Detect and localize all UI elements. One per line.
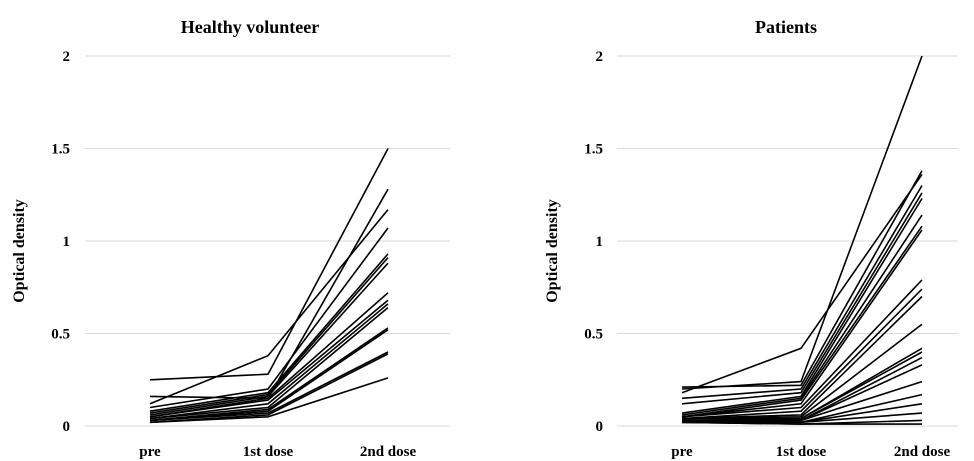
series-line-2	[149, 188, 389, 400]
series-line-7	[681, 214, 923, 416]
y-tick-label: 0.5	[51, 327, 70, 343]
y-axis-title: Optical density	[11, 199, 28, 303]
y-axis-title: Optical density	[544, 199, 561, 303]
series-line-8	[681, 225, 923, 418]
series-line-5	[149, 253, 389, 412]
series-line-1	[681, 55, 923, 390]
chart-title: Healthy volunteer	[181, 17, 319, 37]
series-line-10	[149, 303, 389, 420]
chart-title: Patients	[755, 17, 817, 37]
chart-1: Healthy volunteer 0 0.5 1 1.5 2 Optical densit…	[11, 17, 450, 460]
series-line-3	[149, 209, 389, 405]
series-line-16	[149, 377, 389, 424]
y-tick-label: 0	[596, 419, 604, 435]
series-line-14	[149, 351, 389, 422]
series-line-9	[149, 299, 389, 418]
series-line-6	[149, 257, 389, 414]
series-line-7	[149, 262, 389, 416]
y-tick-label: 2	[596, 49, 604, 65]
series-line-6	[681, 198, 923, 414]
series-line-23	[681, 421, 922, 425]
y-tick-label: 1	[596, 234, 604, 250]
x-tick-label: 1st dose	[776, 444, 827, 460]
series-line-9	[681, 229, 923, 418]
x-tick-label: 2nd dose	[360, 444, 417, 460]
chart-2: Patients 0 0.5 1 1.5 2 Optical density pre 1st d…	[544, 17, 958, 460]
y-tick-label: 0.5	[584, 327, 603, 343]
series-line-5	[681, 192, 923, 405]
y-tick-label: 1.5	[584, 142, 603, 158]
series-line-4	[681, 185, 923, 400]
x-tick-label: pre	[671, 444, 693, 460]
y-tick-label: 0	[63, 419, 71, 435]
x-tick-label: 2nd dose	[894, 444, 951, 460]
series-line-4	[149, 227, 389, 409]
series-line-10	[681, 279, 923, 418]
series-line-1	[149, 148, 389, 381]
series-line-2	[681, 170, 923, 388]
y-tick-label: 1	[63, 234, 71, 250]
y-tick-label: 2	[63, 49, 71, 65]
series-line-11	[149, 306, 389, 420]
series-line-11	[681, 288, 923, 420]
y-tick-label: 1.5	[51, 142, 70, 158]
x-tick-label: pre	[139, 444, 161, 460]
series-line-3	[681, 173, 923, 394]
x-tick-label: 1st dose	[243, 444, 294, 460]
